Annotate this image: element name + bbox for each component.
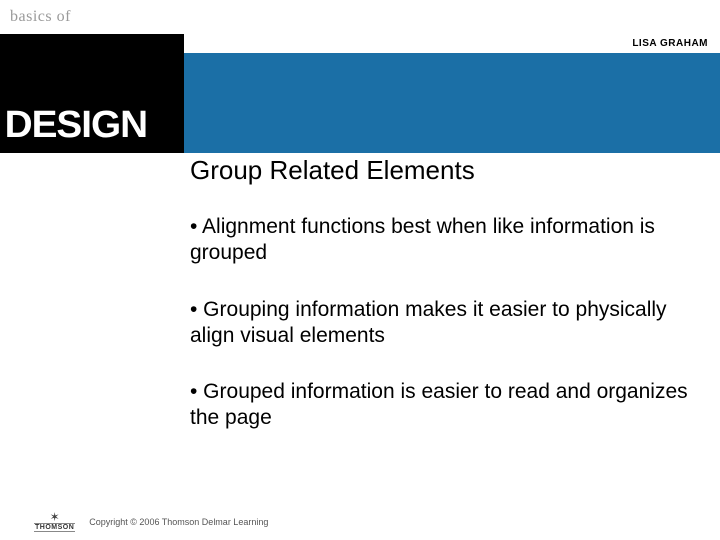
- bullet-item: • Alignment functions best when like inf…: [190, 214, 695, 267]
- slide-content: Group Related Elements • Alignment funct…: [190, 155, 695, 462]
- design-word: DESIGN: [5, 104, 147, 147]
- author-name: LISA GRAHAM: [632, 38, 708, 49]
- footer: ✶ THOMSON Copyright © 2006 Thomson Delma…: [34, 511, 268, 532]
- bullet-item: • Grouped information is easier to read …: [190, 379, 695, 432]
- design-logo-box: DESIGN: [0, 34, 184, 153]
- slide-title: Group Related Elements: [190, 155, 695, 186]
- brand-basics-text: basics: [10, 8, 57, 25]
- copyright-text: Copyright © 2006 Thomson Delmar Learning: [89, 517, 268, 527]
- publisher-name: THOMSON: [34, 523, 75, 532]
- brand-f-text: f: [65, 8, 71, 25]
- brand-o-glyph: o: [57, 8, 66, 26]
- brand-prefix: basics of: [10, 8, 71, 26]
- bullet-item: • Grouping information makes it easier t…: [190, 297, 695, 350]
- star-icon: ✶: [50, 511, 60, 523]
- publisher-logo: ✶ THOMSON: [34, 511, 75, 532]
